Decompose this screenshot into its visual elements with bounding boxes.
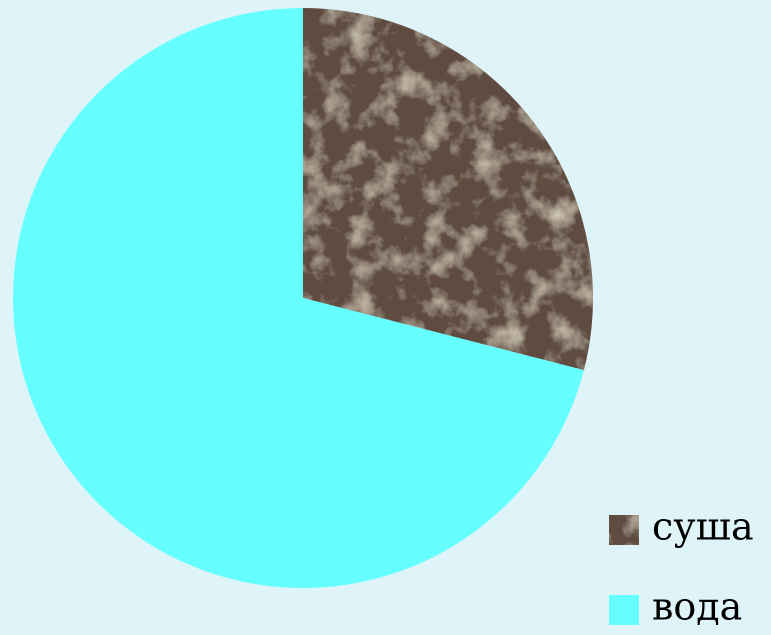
legend-swatch [609, 515, 639, 545]
pie-slice [303, 8, 593, 371]
legend-label: суша [652, 505, 754, 549]
legend-label: вода [652, 585, 742, 629]
pie [12, 8, 593, 589]
legend-swatch [609, 595, 639, 625]
legend: суша вода [609, 505, 754, 629]
pie-slice [12, 8, 584, 589]
